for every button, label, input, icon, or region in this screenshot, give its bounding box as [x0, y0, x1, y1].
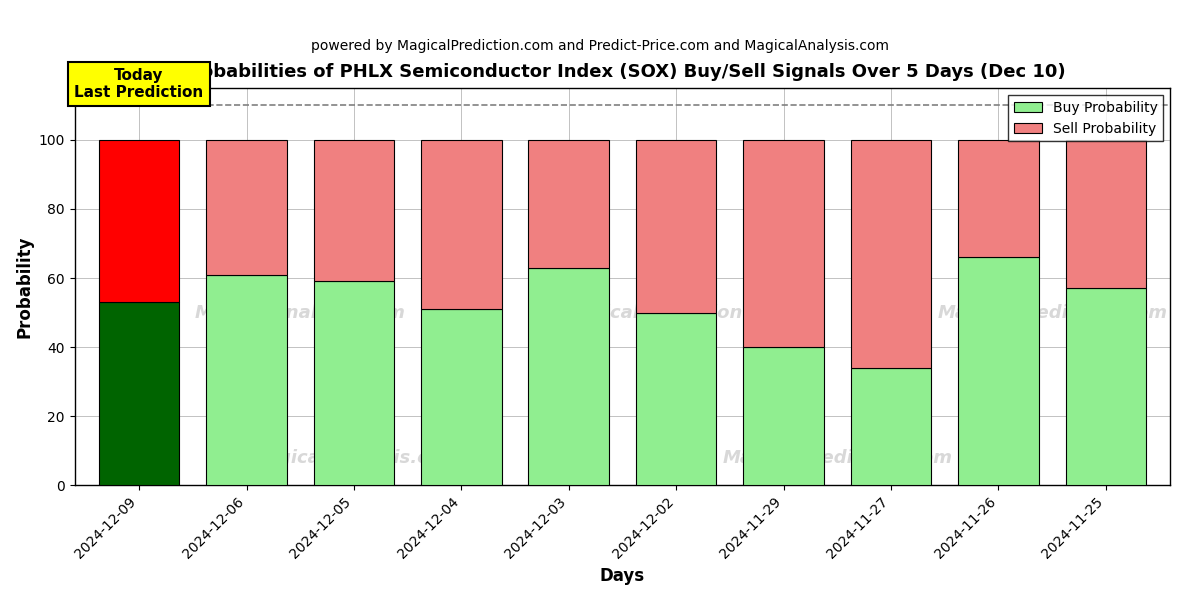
Bar	[958, 257, 1039, 485]
Bar	[98, 302, 179, 485]
Text: MagicalAnalysis.com: MagicalAnalysis.com	[194, 304, 406, 322]
Text: Today
Last Prediction: Today Last Prediction	[74, 68, 204, 100]
Bar	[851, 140, 931, 368]
Title: Probabilities of PHLX Semiconductor Index (SOX) Buy/Sell Signals Over 5 Days (De: Probabilities of PHLX Semiconductor Inde…	[179, 63, 1066, 81]
Legend: Buy Probability, Sell Probability: Buy Probability, Sell Probability	[1008, 95, 1163, 141]
Bar	[528, 140, 610, 268]
Bar	[421, 140, 502, 309]
Bar	[636, 140, 716, 313]
Bar	[313, 140, 395, 281]
Bar	[421, 309, 502, 485]
Bar	[1066, 140, 1146, 289]
Bar	[851, 368, 931, 485]
Text: MagicalPrediction.com: MagicalPrediction.com	[562, 304, 791, 322]
Text: MagicalAnalysis.com: MagicalAnalysis.com	[248, 449, 460, 467]
Text: MagicalPrediction.com: MagicalPrediction.com	[937, 304, 1168, 322]
Text: powered by MagicalPrediction.com and Predict-Price.com and MagicalAnalysis.com: powered by MagicalPrediction.com and Pre…	[311, 39, 889, 53]
Bar	[743, 140, 824, 347]
Y-axis label: Probability: Probability	[16, 235, 34, 338]
Bar	[743, 347, 824, 485]
Text: MagicalPrediction.com: MagicalPrediction.com	[722, 449, 953, 467]
Bar	[958, 140, 1039, 257]
Bar	[1066, 289, 1146, 485]
Bar	[206, 140, 287, 275]
X-axis label: Days: Days	[600, 567, 646, 585]
Bar	[636, 313, 716, 485]
Bar	[98, 140, 179, 302]
Bar	[206, 275, 287, 485]
Bar	[528, 268, 610, 485]
Bar	[313, 281, 395, 485]
